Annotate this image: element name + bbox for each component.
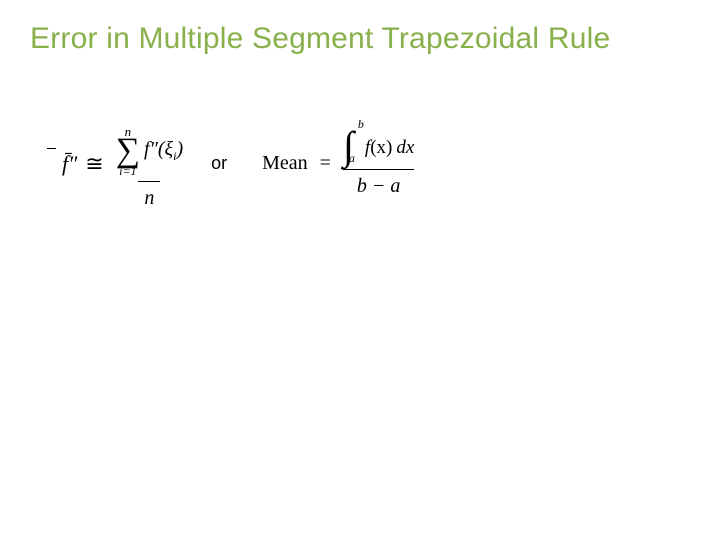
integral: ∫ b a f(x)dx [343,132,414,160]
slide: Error in Multiple Segment Trapezoidal Ru… [0,0,720,540]
formula-mean: Mean = ∫ b a f(x)dx b − a [262,132,420,196]
slide-title: Error in Multiple Segment Trapezoidal Ru… [30,22,700,56]
sigma-symbol: ∑ [116,139,140,163]
integral-upper: b [358,118,364,130]
fraction-right-denominator: b − a [343,169,415,196]
equals-sign: = [320,152,331,175]
summand-f: f″ [144,138,158,160]
or-text: or [211,153,227,174]
approx-equals: ≅ [85,151,103,177]
summand: f″(ξi) [144,139,183,162]
fraction-left-numerator: n ∑ i=1 f″(ξi) [110,120,189,181]
fraction-left: n ∑ i=1 f″(ξi) n [110,120,189,208]
integrand: f(x)dx [365,138,414,157]
summand-arg-open: (ξ [158,138,173,160]
formula-fbar-mean: f̄″ ≅ n ∑ i=1 f″(ξi) n [60,120,189,208]
integrand-arg: (x) [370,137,392,158]
fraction-left-denominator: n [138,181,160,208]
sum-lower-limit: i=1 [119,163,136,177]
integrand-dx: dx [396,137,414,158]
fraction-right-numerator: ∫ b a f(x)dx [337,132,420,169]
fbar-double-prime: f̄″ [60,151,79,177]
summand-arg-close: ) [176,138,183,160]
summation: n ∑ i=1 [116,125,140,177]
integral-lower: a [349,152,355,164]
fraction-right: ∫ b a f(x)dx b − a [337,132,420,196]
mean-label: Mean [262,152,308,175]
formula-row: f̄″ ≅ n ∑ i=1 f″(ξi) n [60,120,680,208]
